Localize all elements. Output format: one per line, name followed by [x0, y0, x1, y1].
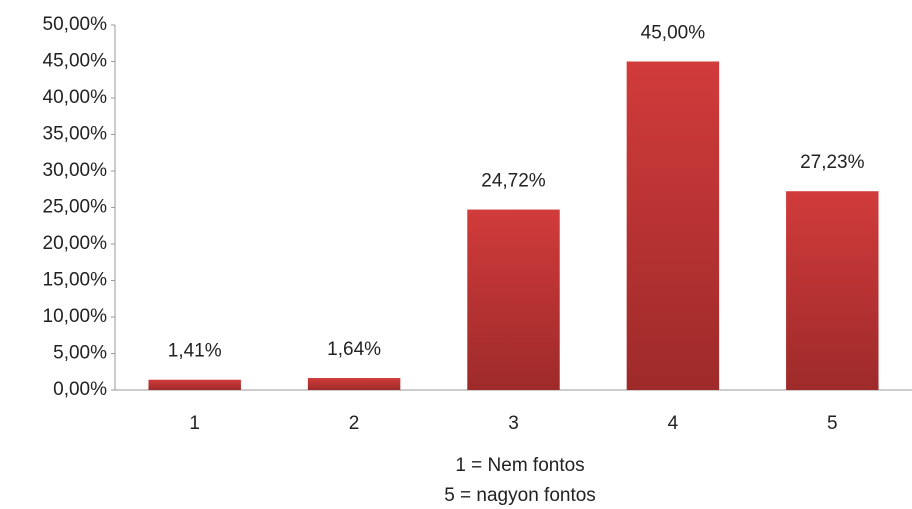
data-label: 45,00% — [641, 23, 706, 44]
data-label: 1,41% — [168, 341, 222, 362]
y-tick-label: 5,00% — [53, 343, 107, 364]
y-tick-label: 20,00% — [43, 233, 108, 254]
y-tick-label: 0,00% — [53, 379, 107, 400]
bar — [626, 61, 720, 390]
y-tick-label: 30,00% — [43, 160, 108, 181]
y-tick-label: 35,00% — [43, 124, 108, 145]
x-tick-label: 1 — [189, 413, 200, 434]
x-axis-label: 1 = Nem fontos — [455, 455, 584, 476]
bar — [148, 379, 241, 390]
bar — [307, 378, 401, 390]
y-tick-label: 50,00% — [43, 14, 108, 35]
y-tick-label: 15,00% — [43, 270, 108, 291]
x-tick-label: 3 — [508, 413, 519, 434]
x-tick-label: 4 — [668, 413, 679, 434]
x-axis-label: 5 = nagyon fontos — [444, 485, 596, 506]
x-tick-label: 5 — [827, 413, 838, 434]
bar — [467, 209, 560, 390]
data-label: 1,64% — [327, 339, 381, 360]
y-tick-label: 25,00% — [43, 197, 108, 218]
data-label: 27,23% — [800, 152, 865, 173]
data-label: 24,72% — [481, 171, 546, 192]
x-tick-label: 2 — [349, 413, 360, 434]
y-tick-label: 45,00% — [43, 51, 108, 72]
bar — [786, 191, 879, 390]
y-tick-label: 40,00% — [43, 87, 108, 108]
y-tick-label: 10,00% — [43, 306, 108, 327]
